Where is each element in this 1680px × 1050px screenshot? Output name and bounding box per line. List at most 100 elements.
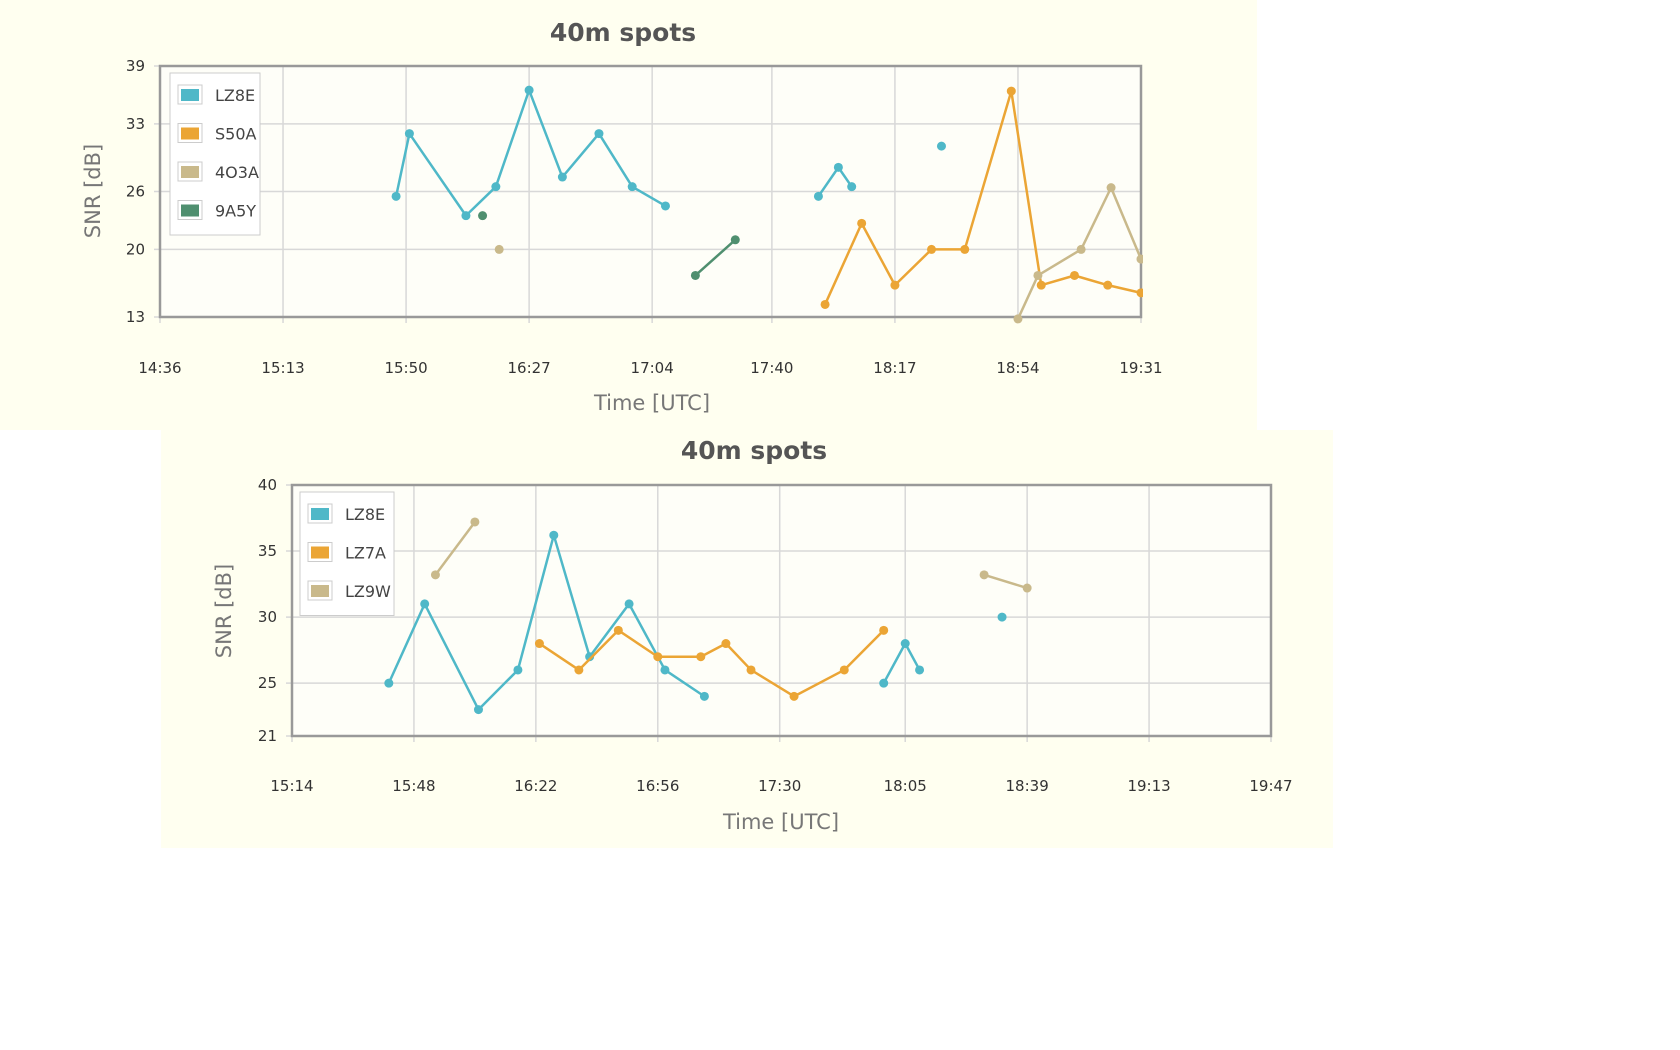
data-point-s50a	[857, 218, 867, 228]
data-point-lz8e	[585, 652, 595, 662]
chart-1-x-tick-label: 16:27	[508, 359, 551, 377]
data-point-s50a	[1103, 280, 1113, 290]
chart-1-x-tick-label: 17:40	[750, 359, 793, 377]
chart-1-y-axis-label: SNR [dB]	[81, 144, 105, 238]
data-point-lz8e	[847, 182, 857, 192]
data-point-lz8e	[660, 665, 670, 675]
data-point-4o3a	[1136, 254, 1143, 264]
data-point-lz9w	[470, 517, 480, 527]
data-point-s50a	[1069, 270, 1079, 280]
chart-1-title: 40m spots	[550, 18, 696, 47]
chart-2-x-tick-label: 17:30	[758, 777, 801, 795]
legend-swatch-9a5y	[181, 204, 199, 217]
legend-swatch-lz8e	[181, 89, 199, 101]
data-point-s50a	[926, 244, 936, 254]
chart-2-x-tick-label: 19:47	[1249, 777, 1292, 795]
chart-2-x-tick-label: 16:56	[636, 777, 679, 795]
chart-1-x-tick-label: 18:54	[996, 359, 1039, 377]
data-point-lz8e	[384, 678, 394, 688]
data-point-s50a	[960, 244, 970, 254]
data-point-lz8e	[420, 599, 430, 609]
chart-1-series-group	[391, 85, 1143, 324]
data-point-lz7a	[534, 639, 544, 649]
data-point-lz8e	[997, 612, 1007, 622]
chart-2-x-tick-label: 19:13	[1127, 777, 1170, 795]
series-line-lz9w	[434, 521, 476, 576]
data-point-lz7a	[653, 652, 663, 662]
data-point-lz9w	[979, 570, 989, 580]
data-point-lz9w	[1022, 583, 1032, 593]
data-point-9a5y	[690, 270, 700, 280]
chart-1-y-tick-label: 39	[126, 57, 145, 75]
series-line-9a5y	[694, 238, 737, 277]
chart-2-y-tick-label: 21	[258, 727, 277, 745]
data-point-lz7a	[613, 625, 623, 635]
chart-1-x-tick-label: 19:31	[1119, 359, 1162, 377]
legend-label-9a5y: 9A5Y	[215, 202, 256, 221]
chart-panel-2: 15:14 15:48 16:22 16:56 17:30 18:05 18:39 19:13…	[161, 430, 1333, 848]
data-point-lz8e	[491, 182, 501, 192]
series-line-lz9w	[983, 573, 1028, 590]
chart-2-x-tick-label: 18:05	[884, 777, 927, 795]
chart-1-x-tick-label: 15:50	[384, 359, 427, 377]
data-point-lz8e	[404, 129, 414, 139]
data-point-lz8e	[473, 705, 483, 715]
chart-2-frame	[290, 483, 1273, 738]
chart-2-y-tick-label: 25	[258, 674, 277, 692]
data-point-s50a	[1036, 280, 1046, 290]
data-point-lz8e	[936, 141, 946, 151]
data-point-lz8e	[513, 665, 523, 675]
data-point-s50a	[1136, 288, 1143, 298]
legend-label-lz9w: LZ9W	[345, 582, 391, 601]
data-point-lz8e	[557, 172, 567, 182]
legend-swatch-4o3a	[181, 166, 199, 178]
data-point-lz8e	[549, 530, 559, 540]
data-point-lz7a	[789, 691, 799, 701]
chart-2-x-axis-label: Time [UTC]	[722, 810, 839, 834]
data-point-lz8e	[813, 191, 823, 201]
data-point-4o3a	[1013, 314, 1023, 324]
legend-label-lz8e: LZ8E	[215, 86, 255, 105]
legend-label-lz8e: LZ8E	[345, 505, 385, 524]
chart-1-y-tick-label: 26	[126, 183, 145, 201]
legend-swatch-lz9w	[311, 585, 329, 597]
data-point-lz8e	[660, 201, 670, 211]
series-line-s50a	[823, 89, 1142, 305]
data-point-lz8e	[524, 85, 534, 95]
data-point-s50a	[890, 280, 900, 290]
data-point-lz7a	[839, 665, 849, 675]
data-point-lz7a	[879, 625, 889, 635]
data-point-lz8e	[627, 182, 637, 192]
data-point-lz8e	[699, 691, 709, 701]
chart-1-x-tick-label: 17:04	[631, 359, 674, 377]
chart-1-x-tick-label: 15:13	[261, 359, 304, 377]
chart-2-plot-area	[292, 485, 1271, 736]
data-point-4o3a	[1033, 270, 1043, 280]
data-point-lz8e	[594, 129, 604, 139]
data-point-lz7a	[746, 665, 756, 675]
data-point-lz7a	[696, 652, 706, 662]
chart-1-y-tick-label: 33	[126, 115, 145, 133]
legend-swatch-s50a	[181, 127, 199, 140]
chart-1-svg: 14:36 15:13 15:50 16:27 17:04 17:40 18:17 18:54…	[81, 18, 1163, 415]
chart-1-y-tick-label: 20	[126, 240, 145, 258]
chart-2-y-axis-label: SNR [dB]	[212, 564, 236, 658]
data-point-lz7a	[574, 665, 584, 675]
chart-2-x-tick-label: 18:39	[1006, 777, 1049, 795]
data-point-lz8e	[915, 665, 925, 675]
chart-1-frame	[158, 64, 1143, 319]
chart-2-series-group	[384, 517, 1032, 715]
chart-1-legend: LZ8E S50A 4O3A 9A5Y	[169, 72, 261, 236]
data-point-9a5y	[478, 211, 488, 221]
chart-2-x-tick-label: 15:48	[392, 777, 435, 795]
chart-2-x-tick-label: 16:22	[514, 777, 557, 795]
data-point-lz8e	[879, 678, 889, 688]
series-line-lz7a	[538, 629, 885, 698]
legend-swatch-lz7a	[311, 546, 329, 559]
data-point-9a5y	[730, 235, 740, 245]
data-point-lz8e	[900, 639, 910, 649]
chart-2-y-tick-label: 40	[258, 476, 277, 494]
data-point-4o3a	[1076, 244, 1086, 254]
chart-1-x-tick-label: 18:17	[873, 359, 916, 377]
chart-1-y-tick-label: 13	[126, 308, 145, 326]
